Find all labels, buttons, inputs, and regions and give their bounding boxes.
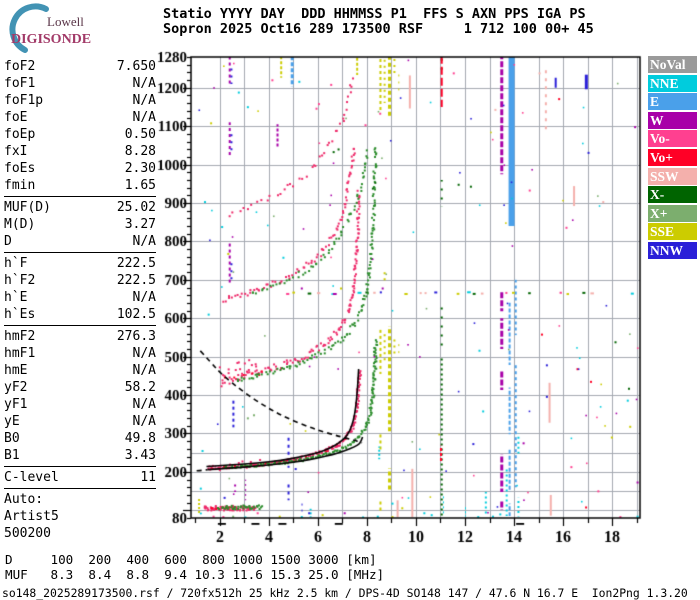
legend-item-w: W xyxy=(648,111,697,129)
legend-item-e: E xyxy=(648,93,697,111)
legend-item-vo: Vo+ xyxy=(648,148,697,166)
legend-item-x: X- xyxy=(648,186,697,204)
legend-item-nne: NNE xyxy=(648,74,697,92)
distance-row: D 100 200 400 600 800 1000 1500 3000 [km… xyxy=(5,552,377,567)
legend-item-nnw: NNW xyxy=(648,241,697,259)
muf-table: D 100 200 400 600 800 1000 1500 3000 [km… xyxy=(5,552,385,582)
legend-item-ssw: SSW xyxy=(648,167,697,185)
legend-item-sse: SSE xyxy=(648,223,697,241)
legend-item-x: X+ xyxy=(648,204,697,222)
status-bar: so148_2025289173500.rsf / 720fx512h 25 k… xyxy=(2,586,688,600)
legend-item-vo: Vo- xyxy=(648,130,697,148)
legend-item-noval: NoVal xyxy=(648,56,697,73)
muf-row: MUF 8.3 8.4 8.8 9.4 10.3 11.6 15.3 25.0 … xyxy=(5,566,385,582)
direction-legend: NoVal NNE E W Vo- Vo+ SSW X- X+ SSE NNW xyxy=(648,56,697,261)
